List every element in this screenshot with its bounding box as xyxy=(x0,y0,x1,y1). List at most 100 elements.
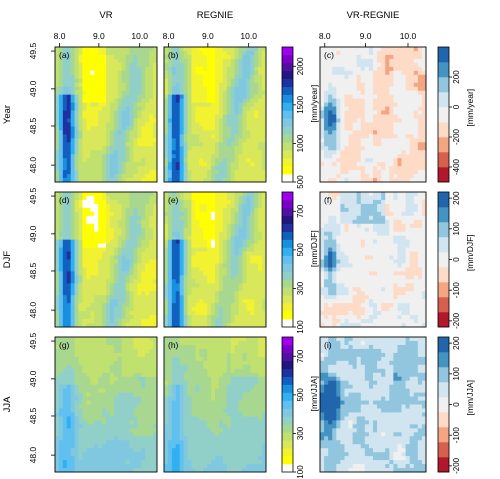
grid-cell xyxy=(66,235,72,241)
grid-cell xyxy=(149,54,154,60)
grid-cell xyxy=(106,235,111,241)
grid-cell xyxy=(109,243,115,248)
grid-cell xyxy=(405,158,411,163)
grid-cell xyxy=(133,319,138,324)
grid-cell xyxy=(215,54,220,60)
lat-tick-label: 48.0 xyxy=(28,302,38,319)
grid-cell xyxy=(98,215,103,221)
grid-cell xyxy=(106,86,111,92)
grid-cell xyxy=(324,106,329,111)
grid-cell xyxy=(332,154,337,159)
grid-cell xyxy=(328,138,333,143)
grid-cell xyxy=(368,86,374,92)
grid-cell xyxy=(113,319,119,324)
grid-cell xyxy=(348,207,354,213)
grid-cell xyxy=(70,158,76,163)
grid-cell xyxy=(368,82,374,88)
grid-cell xyxy=(102,146,107,151)
grid-cell xyxy=(258,126,263,131)
grid-cell xyxy=(74,142,79,147)
grid-cell xyxy=(385,110,390,115)
grid-cell xyxy=(405,98,411,103)
grid-cell xyxy=(58,267,64,272)
grid-cell xyxy=(356,114,362,119)
grid-cell xyxy=(109,275,115,280)
grid-cell xyxy=(368,106,374,111)
grid-cell xyxy=(242,247,247,252)
grid-cell xyxy=(82,275,87,280)
grid-cell xyxy=(195,287,200,292)
grid-cell xyxy=(409,66,415,72)
grid-cell xyxy=(86,279,91,284)
grid-cell xyxy=(129,98,134,103)
grid-cell xyxy=(82,271,87,276)
grid-cell xyxy=(191,315,196,320)
grid-cell xyxy=(187,94,192,100)
grid-cell xyxy=(324,162,329,167)
grid-cell xyxy=(417,47,423,52)
grid-cell xyxy=(195,307,200,312)
grid-cell xyxy=(234,158,239,163)
grid-cell xyxy=(74,299,79,304)
grid-cell xyxy=(320,126,325,131)
grid-cell xyxy=(328,114,333,119)
grid-cell xyxy=(175,126,181,131)
grid-cell xyxy=(211,223,216,229)
grid-cell xyxy=(137,311,142,316)
grid-cell xyxy=(55,203,60,209)
grid-cell xyxy=(385,134,390,139)
grid-cell xyxy=(141,192,146,197)
grid-cell xyxy=(336,219,341,225)
grid-cell xyxy=(344,291,349,296)
grid-cell xyxy=(364,239,370,245)
grid-cell xyxy=(125,231,130,237)
grid-cell xyxy=(125,223,130,229)
grid-cell xyxy=(397,54,402,60)
grid-cell xyxy=(215,323,220,328)
grid-cell xyxy=(58,243,64,248)
grid-cell xyxy=(164,295,169,300)
grid-cell xyxy=(250,50,255,56)
grid-cell xyxy=(352,223,358,229)
grid-cell xyxy=(129,70,134,76)
grid-cell xyxy=(207,118,212,123)
grid-cell xyxy=(203,130,208,135)
grid-cell xyxy=(401,102,407,107)
grid-cell xyxy=(397,66,402,72)
grid-cell xyxy=(373,215,378,221)
grid-cell xyxy=(102,142,107,147)
grid-cell xyxy=(413,118,419,123)
grid-cell xyxy=(258,319,263,324)
grid-cell xyxy=(364,158,370,163)
grid-cell xyxy=(344,170,349,175)
grid-cell xyxy=(171,126,177,131)
grid-cell xyxy=(121,243,127,248)
grid-cell xyxy=(405,138,411,143)
grid-cell xyxy=(344,114,349,119)
grid-cell xyxy=(82,235,87,241)
grid-cell xyxy=(70,315,76,320)
grid-cell xyxy=(344,295,349,300)
grid-cell xyxy=(90,82,95,88)
grid-cell xyxy=(364,54,370,60)
grid-cell xyxy=(153,243,158,248)
grid-cell xyxy=(203,215,208,221)
grid-cell xyxy=(78,315,83,320)
grid-cell xyxy=(102,166,107,171)
grid-cell xyxy=(62,311,68,316)
grid-cell xyxy=(121,170,127,175)
grid-cell xyxy=(381,62,386,68)
grid-cell xyxy=(70,98,76,103)
grid-cell xyxy=(125,192,130,197)
grid-cell xyxy=(109,134,115,139)
grid-cell xyxy=(102,62,107,68)
grid-cell xyxy=(421,90,427,96)
grid-cell xyxy=(222,110,228,115)
grid-cell xyxy=(360,54,366,60)
grid-cell xyxy=(238,118,243,123)
grid-cell xyxy=(109,267,115,272)
grid-cell xyxy=(360,62,366,68)
grid-cell xyxy=(405,178,411,183)
grid-cell xyxy=(129,279,134,284)
grid-cell xyxy=(167,271,173,276)
